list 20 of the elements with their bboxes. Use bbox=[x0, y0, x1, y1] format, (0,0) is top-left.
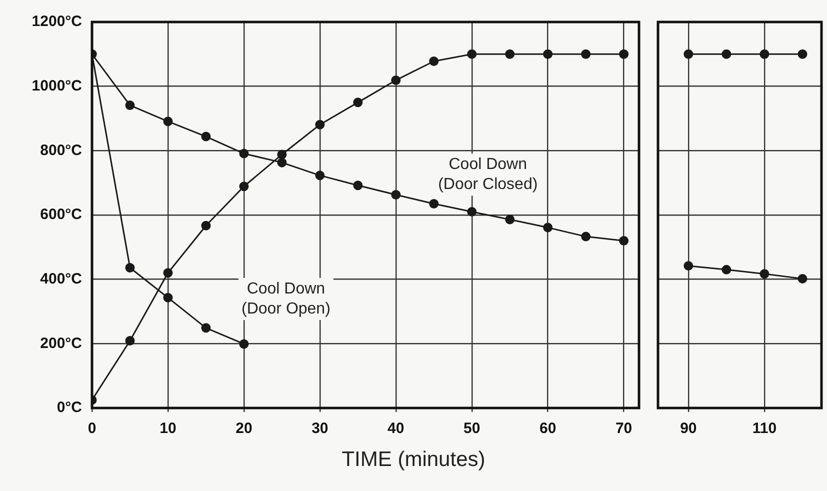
y-tick-label: 1200°C bbox=[32, 13, 82, 30]
x-tick-label: 40 bbox=[388, 420, 404, 438]
series-label: Cool Down (Door Open) bbox=[241, 280, 330, 318]
y-tick-label: 200°C bbox=[40, 334, 82, 352]
series-label: Cool Down (Door Closed) bbox=[438, 156, 538, 194]
x-tick-label: 90 bbox=[680, 420, 697, 438]
y-tick-label: 400°C bbox=[40, 270, 82, 288]
y-tick-label: 0°C bbox=[56, 399, 82, 416]
x-tick-label: 60 bbox=[539, 420, 556, 438]
x-tick-label: 10 bbox=[160, 420, 176, 438]
x-tick-label: 70 bbox=[615, 420, 632, 438]
x-tick-label: 30 bbox=[312, 420, 328, 438]
x-axis-title: TIME (minutes) bbox=[340, 448, 486, 472]
y-tick-label: 600°C bbox=[40, 206, 82, 224]
y-tick-label: 1000°C bbox=[32, 77, 82, 94]
x-tick-label: 20 bbox=[236, 420, 252, 438]
x-tick-label: 0 bbox=[88, 420, 96, 438]
x-tick-label: 110 bbox=[752, 420, 777, 438]
x-tick-label: 50 bbox=[464, 420, 480, 438]
y-tick-label: 800°C bbox=[40, 142, 82, 159]
